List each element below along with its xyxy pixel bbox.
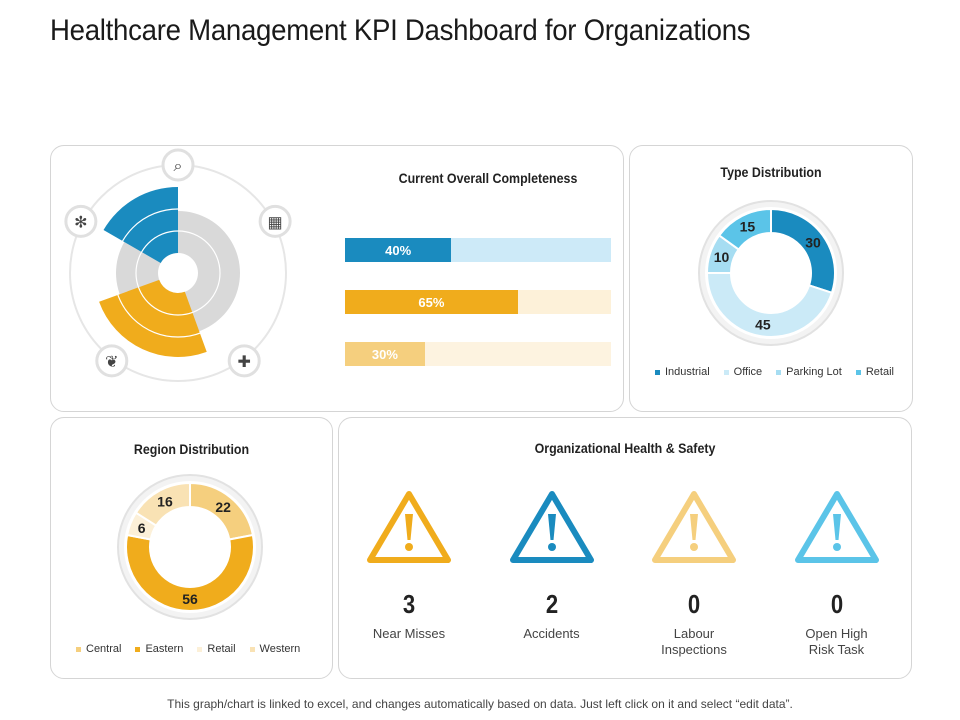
donut-data-label: 30 <box>805 234 821 250</box>
safety-kpi: 3 Near Misses <box>344 488 474 642</box>
legend-item: Retail <box>197 643 236 655</box>
donut-data-label: 16 <box>157 493 173 509</box>
donut-slice-office[interactable] <box>705 272 834 338</box>
legend-swatch <box>776 369 782 375</box>
completeness-bar-fill: 40% <box>345 238 452 262</box>
legend-label: Eastern <box>145 643 184 655</box>
legend-item: Parking Lot <box>776 366 842 378</box>
completeness-bar[interactable]: 30% <box>345 342 611 366</box>
donut-data-label: 22 <box>215 499 231 515</box>
kpi-label: Labour Inspections <box>661 626 727 657</box>
svg-text:✚: ✚ <box>237 354 250 371</box>
completeness-title: Current Overall Completeness <box>398 171 578 186</box>
server-search-icon: ⌕ <box>161 148 195 182</box>
region-distribution-title: Region Distribution <box>133 442 250 457</box>
completeness-bar-fill: 30% <box>345 342 425 366</box>
donut-slice-eastern[interactable] <box>125 533 255 612</box>
svg-text:⌕: ⌕ <box>174 158 183 175</box>
safety-kpi: 0 Labour Inspections <box>629 488 759 658</box>
legend-swatch <box>723 369 729 375</box>
legend-item: Central <box>76 643 121 655</box>
kpi-value: 0 <box>687 589 701 619</box>
leaf-icon: ❦ <box>95 344 129 378</box>
legend-swatch <box>249 646 255 652</box>
region-legend: Central Eastern Retail Western <box>76 643 300 655</box>
safety-kpi: 2 Accidents <box>487 488 617 642</box>
polar-sector-blue <box>103 187 178 263</box>
donut-slice-retail[interactable] <box>717 207 772 251</box>
legend-swatch <box>855 369 861 375</box>
polar-grid-circle <box>135 230 221 316</box>
legend-swatch <box>197 646 203 652</box>
health-safety-panel <box>338 417 912 679</box>
page-title: Healthcare Management KPI Dashboard for … <box>50 14 751 47</box>
completeness-bar[interactable]: 65% <box>345 290 611 314</box>
legend-swatch <box>655 369 660 375</box>
svg-text:▦: ▦ <box>268 214 283 231</box>
type-legend: Industrial Office Parking Lot Retail <box>655 366 894 378</box>
fan-icon: ✻ <box>64 204 98 238</box>
warning-triangle-icon <box>652 491 736 563</box>
legend-item: Eastern <box>135 643 183 655</box>
region-donut-chart[interactable]: 22 56 6 16 <box>110 467 270 627</box>
donut-data-label: 56 <box>182 591 198 607</box>
first-aid-kit-icon: ✚ <box>227 344 261 378</box>
type-donut-chart[interactable]: 30 45 10 15 <box>691 193 851 353</box>
legend-item: Western <box>249 643 301 655</box>
legend-label: Office <box>733 366 763 378</box>
hospital-building-icon: ▦ <box>258 204 292 238</box>
legend-label: Western <box>259 643 301 655</box>
legend-label: Parking Lot <box>786 366 842 378</box>
footer-note: This graph/chart is linked to excel, and… <box>167 697 793 711</box>
kpi-label: Accidents <box>523 626 580 641</box>
completeness-bar-fill: 65% <box>345 290 518 314</box>
completeness-bar[interactable]: 40% <box>345 238 611 262</box>
warning-triangle-icon <box>794 491 879 563</box>
legend-swatch <box>76 646 81 652</box>
legend-swatch <box>135 646 141 652</box>
kpi-label: Near Misses <box>372 626 446 641</box>
kpi-label: Open High Risk Task <box>805 626 868 657</box>
legend-label: Industrial <box>665 366 710 378</box>
polar-chart[interactable]: ⌕ ▦ ✚ ❦ ✻ <box>50 145 310 405</box>
legend-label: Retail <box>207 643 236 655</box>
donut-slice-western[interactable] <box>134 481 191 527</box>
health-safety-title: Organizational Health & Safety <box>534 441 716 456</box>
donut-data-label: 15 <box>740 219 756 235</box>
donut-data-label: 6 <box>138 520 146 536</box>
legend-item: Retail <box>855 366 894 378</box>
warning-triangle-icon <box>367 491 451 563</box>
svg-text:❦: ❦ <box>105 354 118 371</box>
type-distribution-title: Type Distribution <box>720 165 822 180</box>
polar-grid-circle <box>113 208 243 338</box>
kpi-value: 2 <box>545 589 558 619</box>
legend-label: Central <box>86 643 122 655</box>
warning-triangle-icon <box>509 491 594 563</box>
polar-sector-orange <box>99 279 207 357</box>
donut-data-label: 45 <box>755 316 771 332</box>
legend-item: Office <box>723 366 763 378</box>
kpi-value: 3 <box>402 589 416 619</box>
kpi-value: 0 <box>830 589 843 619</box>
legend-label: Retail <box>865 366 894 378</box>
svg-text:✻: ✻ <box>74 214 87 231</box>
safety-kpi: 0 Open High Risk Task <box>772 488 902 658</box>
donut-data-label: 10 <box>714 249 730 265</box>
legend-item: Industrial <box>655 366 710 378</box>
